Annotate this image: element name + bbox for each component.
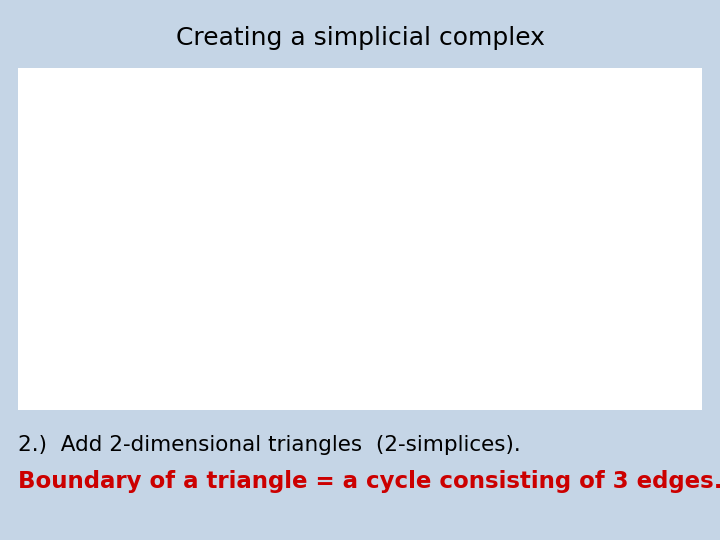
Text: 2.)  Add 2-dimensional triangles  (2-simplices).: 2.) Add 2-dimensional triangles (2-simpl…: [18, 435, 521, 455]
Text: Creating a simplicial complex: Creating a simplicial complex: [176, 26, 544, 50]
Text: Boundary of a triangle = a cycle consisting of 3 edges.: Boundary of a triangle = a cycle consist…: [18, 470, 720, 493]
FancyBboxPatch shape: [18, 68, 702, 410]
